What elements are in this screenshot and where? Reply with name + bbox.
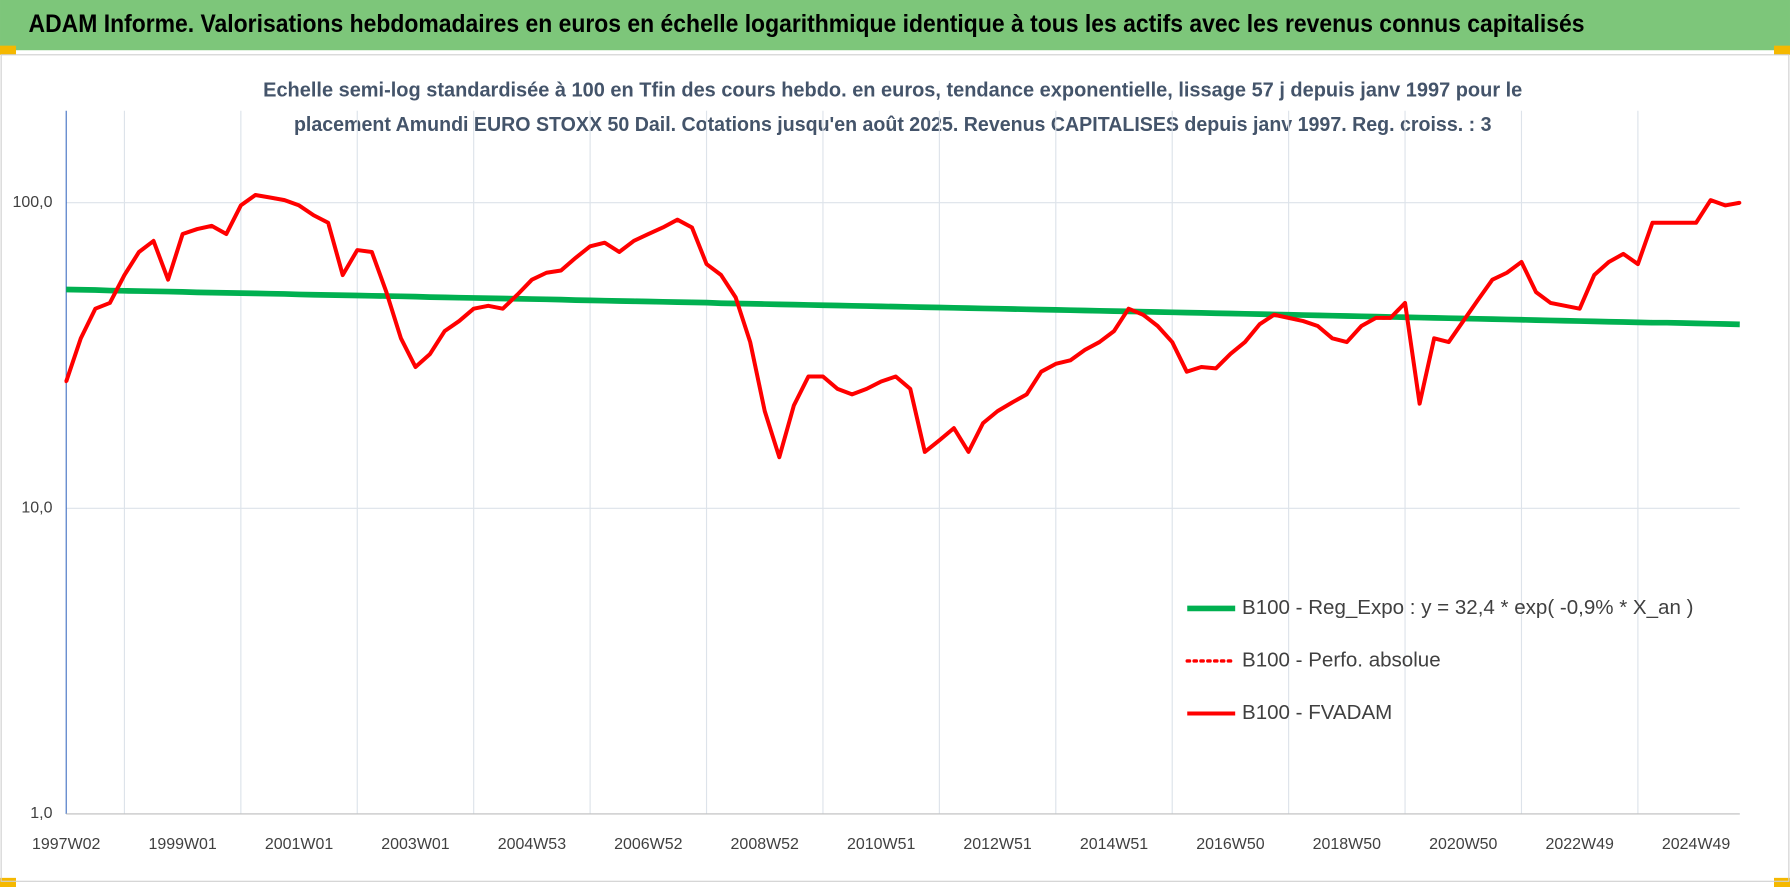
chart-title: Echelle semi-log standardisée à 100 en T… — [263, 79, 1522, 102]
legend-label: B100 - Perfo. absolue — [1242, 648, 1441, 671]
series-line — [66, 286, 1740, 328]
x-tick-label: 2018W50 — [1313, 836, 1381, 853]
header-title: ADAM Informe. Valorisations hebdomadaire… — [29, 10, 1585, 38]
chart-border — [0, 54, 1790, 882]
corner-mark — [0, 45, 16, 55]
x-tick-label: 2004W53 — [498, 836, 566, 853]
x-tick-label: 2016W50 — [1196, 836, 1264, 853]
x-tick-label: 2024W49 — [1662, 836, 1730, 853]
x-tick-label: 2003W01 — [381, 836, 449, 853]
plot-area: 1,0 10,0 100,0 1997W02 1999W01 2001W01 2003W01… — [13, 110, 1742, 853]
series-line — [64, 192, 1741, 460]
header-bar — [0, 0, 1790, 51]
x-tick-label: 2020W50 — [1429, 836, 1497, 853]
legend-label: B100 - Reg_Expo : y = 32,4 * exp( -0,9% … — [1242, 596, 1693, 619]
y-tick-label: 10,0 — [21, 500, 52, 517]
x-tick-label: 2014W51 — [1080, 836, 1148, 853]
corner-mark — [1774, 45, 1790, 55]
y-tick-label: 100,0 — [13, 194, 53, 211]
corner-mark — [0, 877, 16, 887]
legend-label: B100 - FVADAM — [1242, 701, 1392, 724]
x-tick-label: 2006W52 — [614, 836, 682, 853]
x-tick-label: 2010W51 — [847, 836, 915, 853]
x-tick-label: 1997W02 — [32, 836, 100, 853]
x-tick-label: 2022W49 — [1546, 836, 1614, 853]
chart-title: placement Amundi EURO STOXX 50 Dail. Cot… — [294, 113, 1492, 136]
x-tick-label: 2008W52 — [731, 836, 799, 853]
x-tick-label: 2012W51 — [963, 836, 1031, 853]
x-tick-label: 1999W01 — [148, 836, 216, 853]
corner-mark — [1774, 877, 1790, 887]
y-tick-label: 1,0 — [30, 805, 52, 822]
x-tick-label: 2001W01 — [265, 836, 333, 853]
